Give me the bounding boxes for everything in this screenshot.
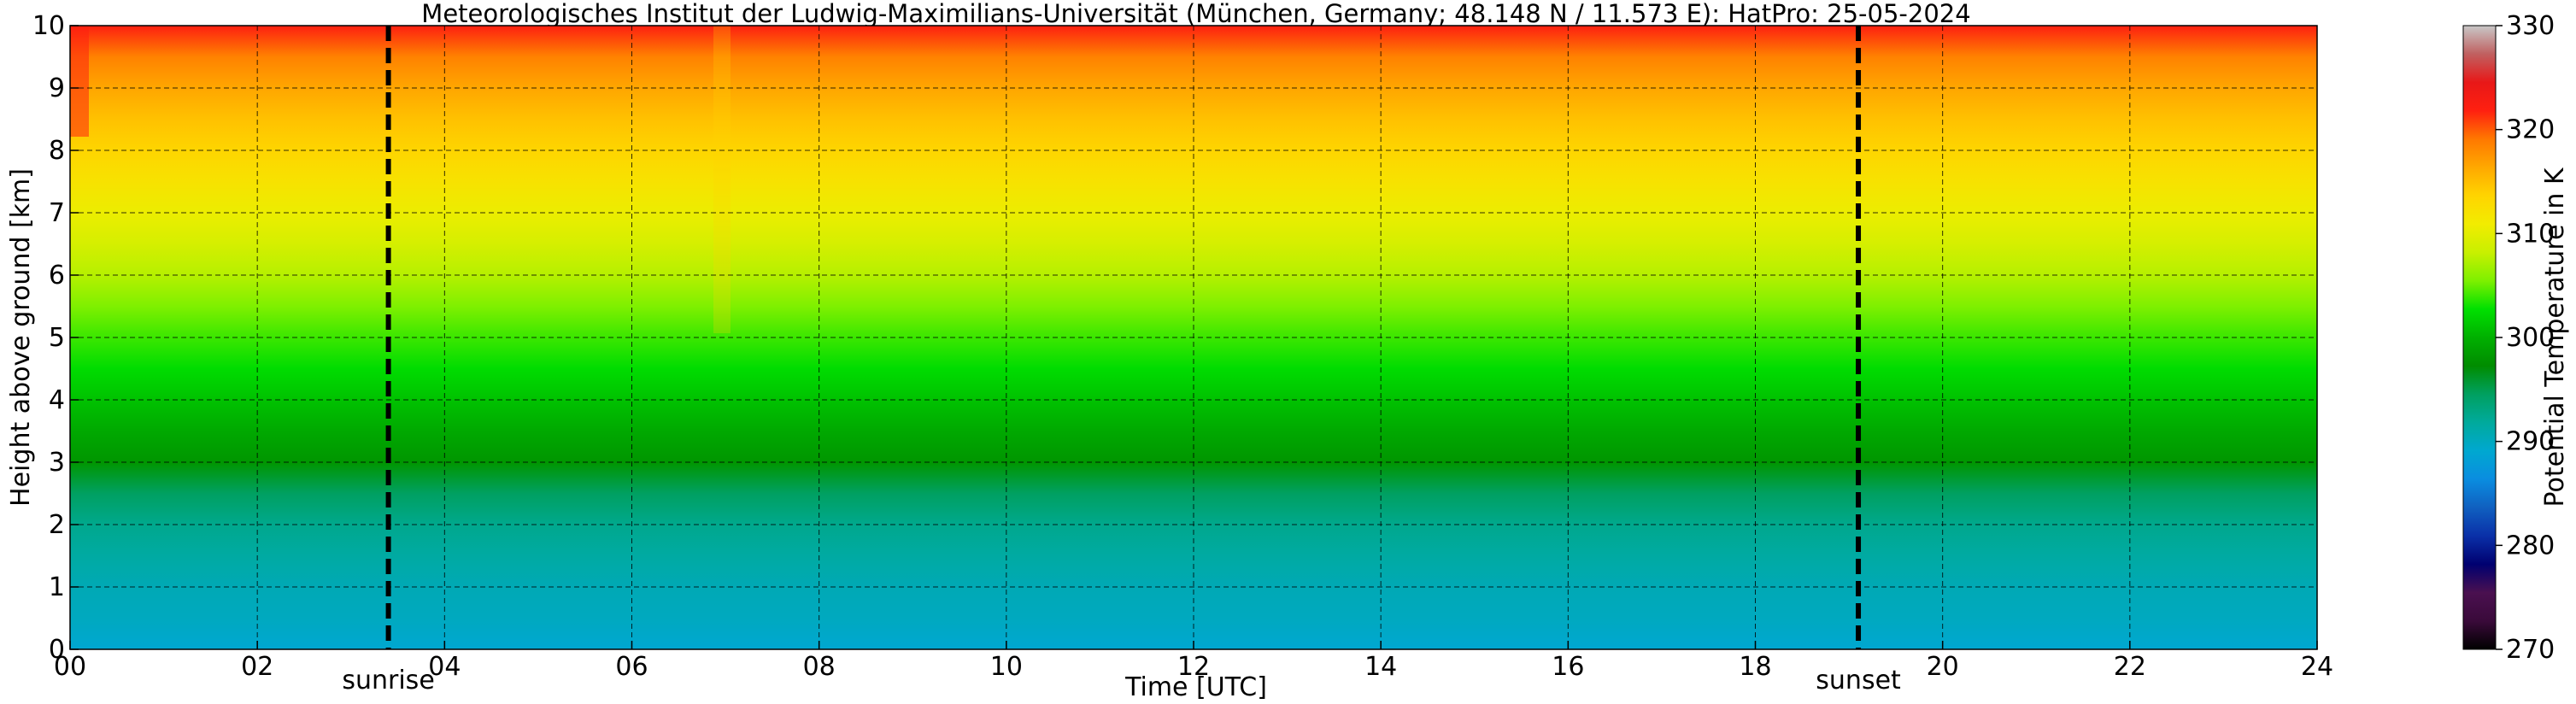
y-tick-label: 7 [49,198,65,228]
colorbar-tick-label: 320 [2506,115,2555,145]
y-tick-label: 1 [49,572,65,602]
x-tick-label: 04 [428,652,461,682]
y-tick-label: 3 [49,448,65,478]
x-tick-label: 20 [1927,652,1959,682]
x-tick-label: 00 [54,652,86,682]
early-morning-warm-anomaly [70,26,731,333]
x-tick-label: 06 [615,652,648,682]
colorbar-tick-label: 270 [2506,635,2555,665]
y-tick-label: 10 [32,11,65,41]
x-tick-label: 18 [1739,652,1771,682]
x-tick-label: 08 [803,652,836,682]
x-tick-label: 16 [1552,652,1584,682]
warm-column-07utc [713,26,731,333]
y-tick-label: 6 [49,261,65,290]
x-tick-label: 14 [1364,652,1397,682]
y-tick-label: 9 [49,73,65,103]
colorbar-tick-label: 280 [2506,531,2555,560]
colorbar-tick-label: 300 [2506,323,2555,353]
warm-column-00utc [70,26,89,137]
y-tick-label: 4 [49,385,65,415]
event-markers: sunrise sunset [342,26,1901,695]
colorbar-tick-label: 330 [2506,11,2555,41]
y-tick-label: 5 [49,323,65,353]
x-axis-label: Time [UTC] [1124,672,1267,702]
sunset-label: sunset [1816,666,1901,695]
colorbar-bar [2462,25,2497,650]
x-tick-label: 12 [1177,652,1210,682]
chart-title: Meteorologisches Institut der Ludwig-Max… [421,0,1970,28]
colorbar: 270 280 290 300 310 320 330 Potential Temperat… [2462,11,2570,665]
y-tick-label: 0 [49,635,65,665]
y-tick-label: 2 [49,510,65,540]
y-tick-label: 8 [49,136,65,166]
x-tick-label: 24 [2301,652,2333,682]
colorbar-label: Potential Temperature in K [2540,167,2570,507]
x-axis-ticks: 00 02 04 06 08 10 12 14 16 18 20 22 24 [54,641,2333,682]
x-tick-label: 10 [990,652,1023,682]
y-axis-ticks: 0 1 2 3 4 5 6 7 8 9 10 [32,11,79,665]
colorbar-tick-label: 290 [2506,427,2555,457]
colorbar-ticks: 270 280 290 300 310 320 330 [2496,11,2555,665]
colorbar-tick-label: 310 [2506,219,2555,249]
sunrise-label: sunrise [342,666,434,695]
x-tick-label: 02 [241,652,273,682]
y-axis-label: Height above ground [km] [6,168,36,507]
x-tick-label: 22 [2114,652,2146,682]
